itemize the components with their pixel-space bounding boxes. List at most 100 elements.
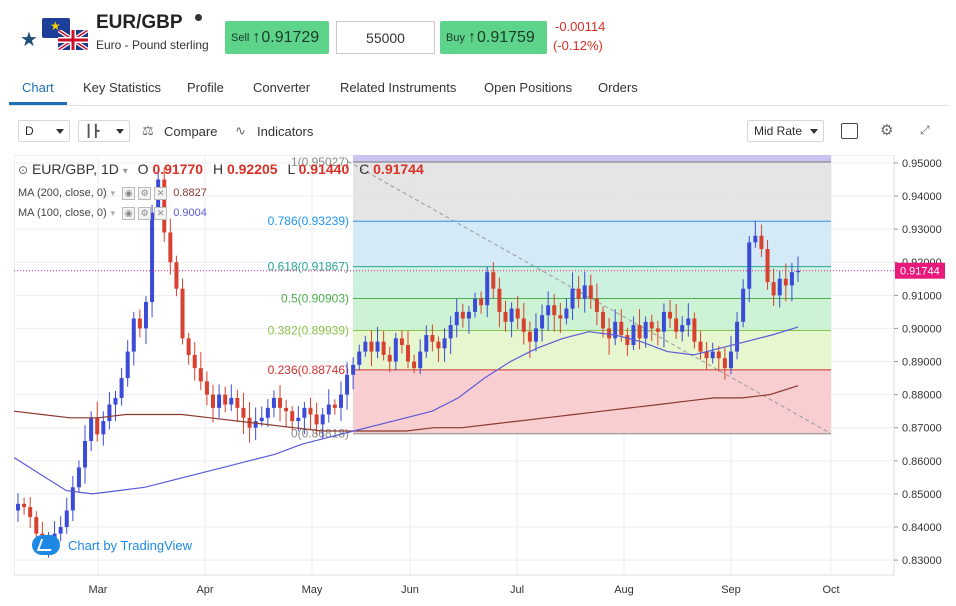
y-tick-label: 0.87000 xyxy=(902,423,942,435)
candle-body xyxy=(64,510,69,528)
candle-body xyxy=(83,440,88,468)
buy-button[interactable]: Buy ↑ 0.91759 xyxy=(440,21,547,54)
candle-body xyxy=(735,321,740,352)
candle-body xyxy=(320,414,325,425)
close-icon[interactable]: ✕ xyxy=(154,206,168,220)
fib-trend-line xyxy=(347,160,832,435)
chevron-down-icon[interactable]: ▾ xyxy=(110,207,116,218)
chevron-down-icon xyxy=(810,129,818,134)
candle-body xyxy=(278,397,283,408)
candle-body xyxy=(686,318,691,326)
chevron-down-icon[interactable]: ▾ xyxy=(110,187,116,198)
star-favorite-icon[interactable]: ★ xyxy=(20,29,38,51)
candle-body xyxy=(345,374,350,395)
candle-body xyxy=(643,321,648,339)
candle-body xyxy=(28,507,33,518)
fib-zone xyxy=(353,369,831,434)
candle-body xyxy=(143,301,148,329)
buy-price: 0.91759 xyxy=(476,28,535,46)
tradingview-watermark[interactable]: Chart by TradingView xyxy=(32,535,192,555)
tab-converter[interactable]: Converter xyxy=(253,80,311,95)
legend-ohlc-row: ⊙ EUR/GBP, 1D ▾ O 0.91770 H 0.92205 L 0.… xyxy=(18,161,424,183)
candle-body xyxy=(174,262,179,289)
tab-bar: Chart Key Statistics Profile Converter R… xyxy=(9,70,949,106)
candle-body xyxy=(576,288,581,299)
settings-icon[interactable]: ⚙ xyxy=(138,186,152,200)
tab-open-positions[interactable]: Open Positions xyxy=(484,80,573,95)
close-icon[interactable]: ✕ xyxy=(154,186,168,200)
sell-button[interactable]: Sell ↑ 0.91729 xyxy=(225,21,329,54)
price-chart[interactable]: Mar Apr May Jun Jul Aug Sep Oct 0.95000 0.94000 0.… xyxy=(14,155,950,603)
chevron-down-icon[interactable]: ▾ xyxy=(122,166,128,177)
indicators-button[interactable]: Indicators xyxy=(257,124,314,139)
fib-zone xyxy=(353,155,831,163)
compare-button[interactable]: Compare xyxy=(164,124,218,139)
candle-body xyxy=(162,179,167,233)
candle-body xyxy=(131,318,136,352)
compare-icon[interactable]: ⚖ xyxy=(142,123,154,138)
screenshot-icon[interactable] xyxy=(841,123,858,139)
chart-type-select[interactable]: ┃┣ xyxy=(78,120,130,142)
rate-type-select[interactable]: Mid Rate xyxy=(747,120,824,142)
y-tick-label: 0.84000 xyxy=(902,522,942,534)
tab-profile[interactable]: Profile xyxy=(187,80,224,95)
candle-body xyxy=(241,407,246,418)
price-change-absolute: -0.00114 xyxy=(555,19,606,34)
candle-body xyxy=(552,305,557,316)
legend-low-value: 0.91440 xyxy=(298,161,350,177)
candle-body xyxy=(265,407,270,418)
eye-icon[interactable]: ◉ xyxy=(122,206,136,220)
candle-body xyxy=(619,321,624,336)
x-tick-label: Jun xyxy=(401,584,419,596)
indicators-icon[interactable]: ∿ xyxy=(235,123,246,138)
candle-body xyxy=(22,503,27,508)
symbol-title: EUR/GBP xyxy=(96,12,183,33)
last-price-label: 0.91744 xyxy=(900,266,940,278)
candle-body xyxy=(418,351,423,369)
collapse-icon[interactable]: ⊙ xyxy=(18,163,29,177)
candle-body xyxy=(436,341,441,349)
ma100-label: MA (100, close, 0) xyxy=(18,207,107,219)
candle-body xyxy=(381,341,386,355)
instrument-header: ★ EUR/GBP Euro - Pound sterling Sell ↑ 0… xyxy=(0,0,956,70)
tab-chart[interactable]: Chart xyxy=(22,80,54,95)
fib-zone xyxy=(353,221,831,267)
tab-orders[interactable]: Orders xyxy=(598,80,638,95)
candle-body xyxy=(406,344,410,362)
candle-body xyxy=(101,421,106,435)
candle-body xyxy=(95,417,100,435)
candle-body xyxy=(680,325,685,332)
fullscreen-icon[interactable]: ⤢ xyxy=(920,123,930,137)
fib-level-label: 0.382(0.89939) xyxy=(268,323,349,337)
y-tick-label: 0.86000 xyxy=(902,456,942,468)
gear-icon[interactable]: ⚙ xyxy=(880,122,894,139)
amount-input[interactable] xyxy=(336,21,435,54)
y-tick-label: 0.88000 xyxy=(902,390,942,402)
candle-body xyxy=(570,288,575,309)
candle-body xyxy=(527,331,532,342)
candle-body xyxy=(290,411,295,422)
candle-body xyxy=(601,311,605,329)
tab-related-instruments[interactable]: Related Instruments xyxy=(340,80,457,95)
legend-o-label: O xyxy=(137,161,149,177)
sell-label: Sell xyxy=(231,31,250,44)
candle-body xyxy=(332,404,337,408)
candle-body xyxy=(625,335,630,345)
chart-canvas[interactable]: Mar Apr May Jun Jul Aug Sep Oct 0.95000 0.94000 0.… xyxy=(14,155,950,603)
settings-icon[interactable]: ⚙ xyxy=(138,206,152,220)
candle-body xyxy=(753,235,758,243)
candle-body xyxy=(217,394,222,408)
interval-select[interactable]: D xyxy=(18,120,70,142)
arrow-up-icon: ↑ xyxy=(252,28,261,46)
tab-key-statistics[interactable]: Key Statistics xyxy=(83,80,162,95)
candles-icon: ┃┣ xyxy=(85,124,100,138)
candle-body xyxy=(497,288,502,312)
legend-ma200-row: MA (200, close, 0) ▾ ◉ ⚙ ✕ 0.8827 xyxy=(18,183,424,203)
fib-zone xyxy=(353,298,831,331)
candle-body xyxy=(412,361,417,369)
candle-body xyxy=(588,285,593,299)
candle-body xyxy=(76,467,81,488)
candle-body xyxy=(558,315,563,319)
eye-icon[interactable]: ◉ xyxy=(122,186,136,200)
candle-body xyxy=(137,318,142,329)
